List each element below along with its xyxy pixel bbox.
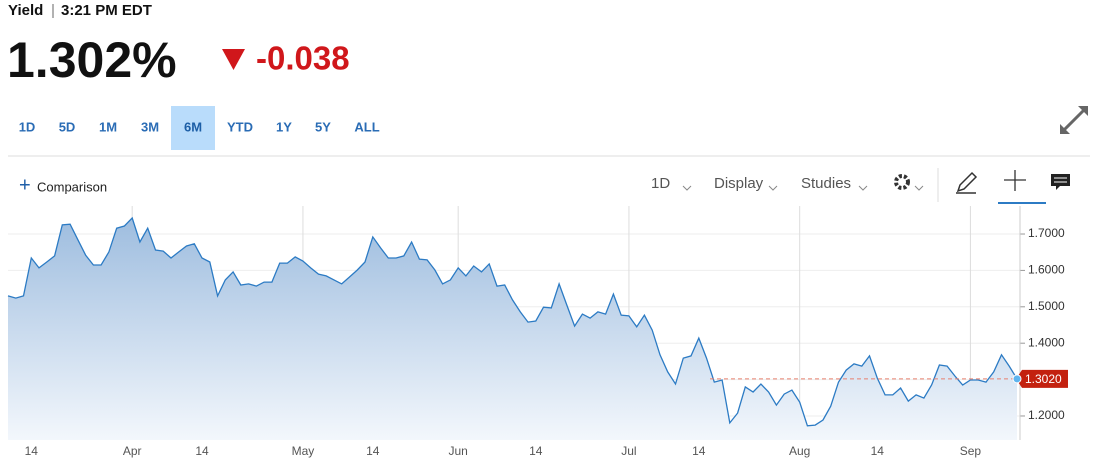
- x-tick-label: Jul: [621, 444, 636, 458]
- x-tick-label: Sep: [960, 444, 982, 458]
- draw-button[interactable]: [956, 171, 978, 194]
- range-button[interactable]: 1Y: [276, 119, 292, 134]
- comparison-button[interactable]: + Comparison: [19, 174, 107, 196]
- range-bar: 1D 5D 1M 3M 6M YTD 1Y 5Y ALL: [19, 106, 380, 150]
- interval-button[interactable]: 1D: [651, 175, 670, 192]
- crosshair-button[interactable]: [1004, 170, 1026, 191]
- area: [8, 218, 1017, 440]
- quote-value: 1.302%: [7, 32, 177, 88]
- x-tick-label: Aug: [789, 444, 810, 458]
- plus-icon: +: [19, 174, 31, 196]
- quote-label: Yield: [8, 2, 43, 19]
- x-tick-label: 14: [871, 444, 885, 458]
- range-button[interactable]: 1D: [19, 119, 36, 134]
- quote-change: -0.038: [256, 40, 350, 77]
- last-value-badge: [1016, 369, 1068, 388]
- range-button[interactable]: 5D: [59, 119, 76, 134]
- range-button[interactable]: 1M: [99, 119, 117, 134]
- chevron: [682, 185, 692, 191]
- range-active-bg: [171, 106, 215, 150]
- line: [7, 216, 1018, 427]
- x-tick-label: May: [292, 444, 315, 458]
- x-tick-label: 14: [25, 444, 39, 458]
- y-tick-label: 1.2000: [1028, 408, 1065, 422]
- display-button[interactable]: Display: [714, 175, 764, 192]
- chevron: [858, 185, 868, 191]
- range-button[interactable]: 6M: [184, 119, 202, 134]
- y-tick-label: 1.4000: [1028, 335, 1065, 349]
- y-tick-label: 1.6000: [1028, 263, 1065, 277]
- y-tick-label: 1.5000: [1028, 299, 1065, 313]
- range-button[interactable]: YTD: [227, 119, 253, 134]
- down-arrow: [222, 49, 245, 70]
- quote-time: 3:21 PM EDT: [61, 2, 152, 19]
- chevron: [768, 185, 778, 191]
- expand-icon[interactable]: [1060, 106, 1088, 134]
- settings-button[interactable]: [894, 174, 924, 191]
- x-tick-label: Apr: [123, 444, 142, 458]
- range-button[interactable]: ALL: [354, 119, 379, 134]
- x-tick-label: Jun: [448, 444, 467, 458]
- chart: 1.20001.30001.40001.50001.60001.700014Ap…: [7, 206, 1068, 458]
- x-tick-label: 14: [529, 444, 543, 458]
- range-button[interactable]: 5Y: [315, 119, 331, 134]
- y-tick-label: 1.7000: [1028, 226, 1065, 240]
- x-tick-label: 14: [195, 444, 209, 458]
- comparison-label: Comparison: [37, 179, 107, 194]
- x-tick-label: 14: [366, 444, 380, 458]
- studies-button[interactable]: Studies: [801, 175, 851, 192]
- x-tick-label: 14: [692, 444, 706, 458]
- range-button[interactable]: 3M: [141, 119, 159, 134]
- last-point: [1012, 374, 1022, 384]
- last-value-label: 1.3020: [1025, 372, 1062, 386]
